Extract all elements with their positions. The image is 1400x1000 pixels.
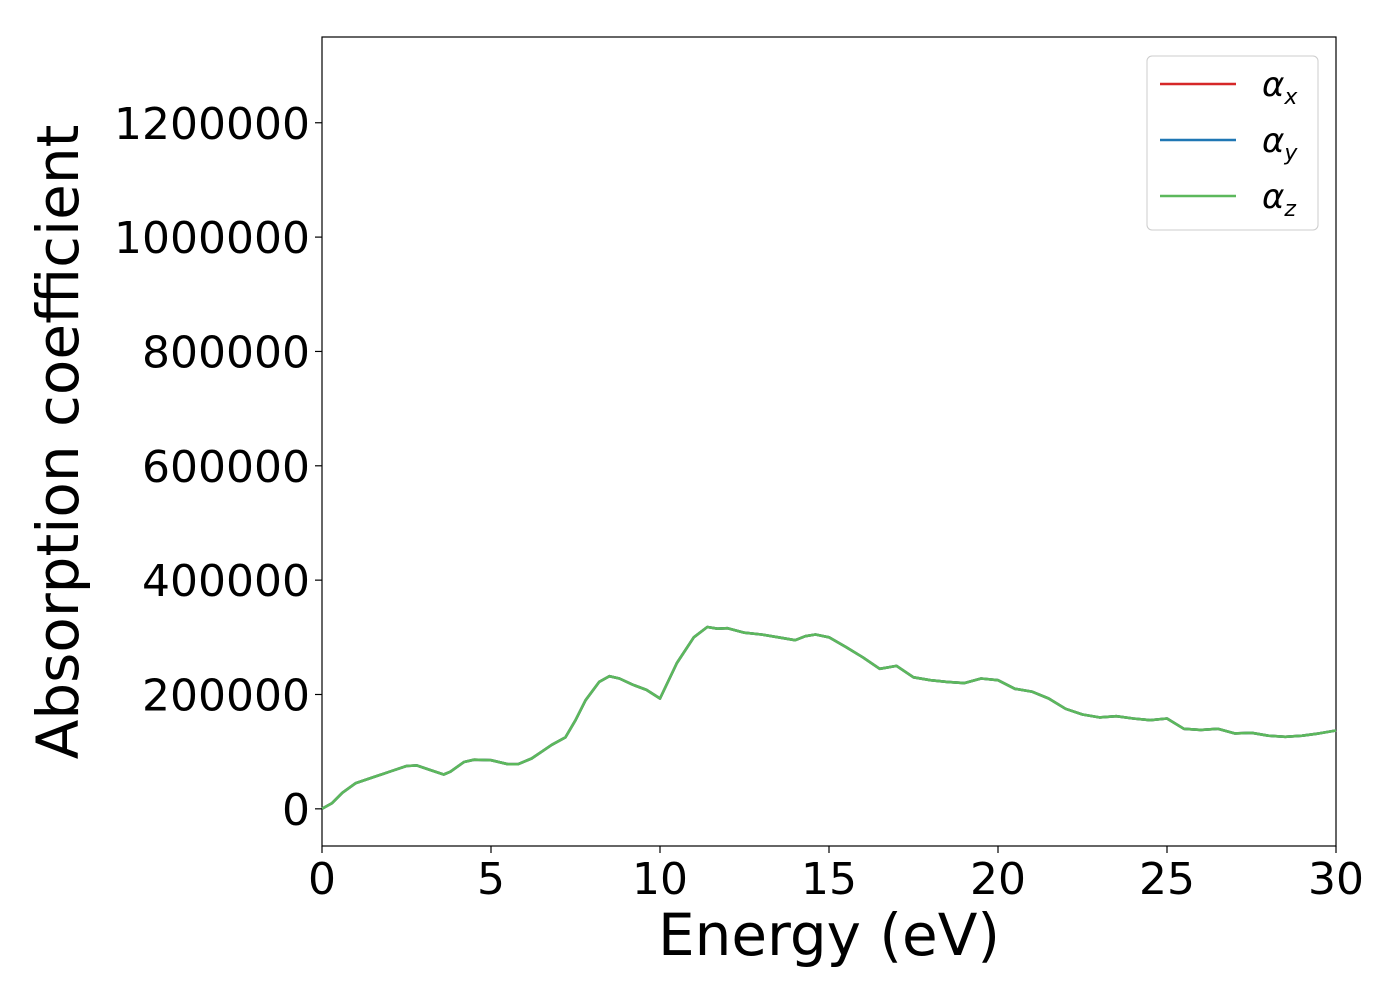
y-axis: 0 200000 400000 600000 800000 1000000 1200000	[114, 99, 322, 836]
series-line-x	[321, 625, 1337, 810]
x-axis-title: Energy (eV)	[658, 901, 1000, 969]
x-tick-label: 5	[477, 854, 505, 905]
y-tick-label: 0	[282, 785, 310, 836]
series-line-z	[321, 625, 1337, 810]
legend-label-y: αy	[1262, 121, 1298, 166]
series-layer	[321, 625, 1337, 810]
x-axis: 0 5 10 15 20 25 30	[308, 846, 1364, 905]
x-tick-label: 15	[801, 854, 857, 905]
x-tick-label: 20	[970, 854, 1026, 905]
y-tick-label: 1200000	[114, 99, 310, 150]
y-tick-label: 800000	[142, 327, 310, 378]
y-axis-title: Absorption coefficient	[24, 125, 92, 760]
x-tick-label: 30	[1308, 854, 1364, 905]
y-tick-label: 1000000	[114, 213, 310, 264]
legend-label-x: αx	[1262, 65, 1298, 110]
y-tick-label: 600000	[142, 442, 310, 493]
legend-label-z: αz	[1262, 177, 1296, 222]
x-tick-label: 25	[1139, 854, 1195, 905]
y-tick-label: 200000	[142, 670, 310, 721]
y-tick-label: 400000	[142, 556, 310, 607]
legend-box	[1146, 55, 1319, 231]
x-tick-label: 10	[632, 854, 688, 905]
series-line-y	[321, 625, 1337, 810]
x-tick-label: 0	[308, 854, 336, 905]
legend: αx αy αz	[1146, 55, 1319, 231]
